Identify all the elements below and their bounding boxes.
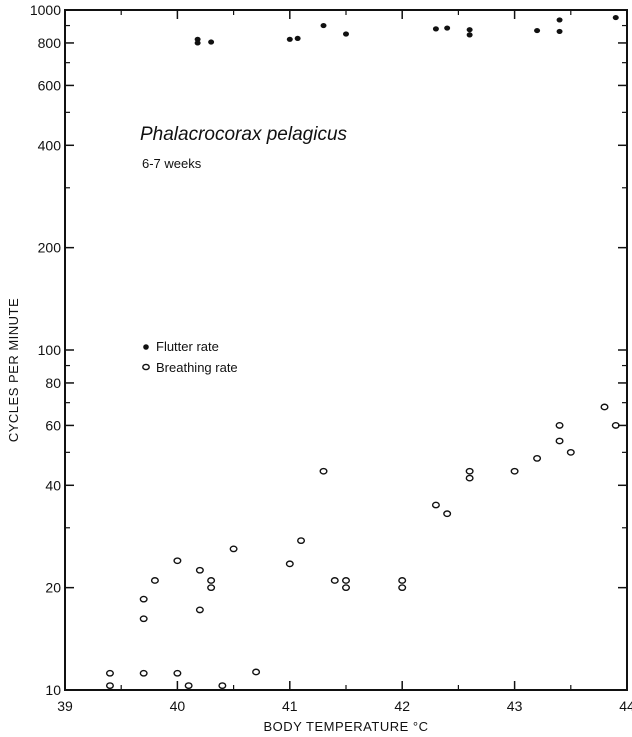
x-tick-label: 41 [282,698,298,714]
y-tick-label: 200 [38,240,62,256]
breathing-rate-point [566,448,575,456]
y-tick-label: 400 [38,137,62,153]
breathing-rate-point [207,577,216,584]
breathing-rate-point [465,467,474,475]
y-tick-label: 80 [45,375,61,391]
y-tick-labels: 10 20 40 60 80 100 200 400 600 800 1000 [30,2,61,698]
breathing-rate-point [510,467,519,475]
breathing-rate-point [398,584,407,592]
x-tick-label: 43 [507,698,523,714]
breathing-rate-point [319,467,328,475]
breathing-rate-point [342,577,351,584]
breathing-rate-point [611,422,620,429]
breathing-rate-point [330,577,339,584]
y-tick-label: 1000 [30,2,61,18]
legend: Flutter rate Breathing rate [142,339,238,375]
breathing-rate-point [342,584,351,592]
y-tick-label: 600 [38,77,62,93]
x-tick-label: 39 [57,698,73,714]
breathing-rate-point [139,595,148,603]
flutter-rate-point [556,28,563,35]
breathing-rate-point [398,577,407,584]
breathing-rate-point [252,668,261,676]
flutter-rate-point [466,32,473,38]
breathing-rate-point [173,669,182,677]
breathing-rate-point [443,510,452,518]
x-tick-label: 40 [170,698,186,714]
breathing-rate-point [431,501,440,509]
legend-marker-breathing [142,363,150,371]
breathing-rate-point [555,422,564,429]
y-tick-label: 40 [45,477,61,493]
y-tick-label: 60 [45,417,61,433]
breathing-rate-point [195,566,204,574]
flutter-rate-point [612,14,619,21]
x-axis-title: BODY TEMPERATURE °C [264,719,429,734]
chart-title: Phalacrocorax pelagicus [140,124,348,145]
breathing-rate-point [195,606,204,614]
y-tick-label: 100 [38,342,62,358]
breathing-rate-point [105,682,114,690]
breathing-rate-point [533,454,542,462]
breathing-rate-point [173,557,182,565]
breathing-rate-point [465,474,474,482]
x-tick-label: 44 [619,698,632,714]
chart-subtitle: 6-7 weeks [142,156,202,171]
flutter-rate-point [534,27,541,34]
flutter-rate-point [286,36,293,42]
y-axis-title: CYCLES PER MINUTE [6,298,21,442]
breathing-rate-point [150,577,159,584]
flutter-rate-point [343,31,349,37]
y-tick-label: 800 [38,35,62,51]
breathing-rate-point [184,682,193,690]
flutter-rate-point [194,36,201,42]
flutter-rate-point [194,40,201,46]
tick-marks [64,9,628,691]
breathing-rate-point [105,669,114,677]
breathing-rate-point [207,584,216,592]
flutter-rate-point [466,27,473,33]
flutter-rate-point [432,26,439,32]
breathing-rate-point [218,682,227,690]
flutter-rate-point [320,22,327,29]
flutter-rate-point [444,25,451,31]
breathing-rate-point [139,615,148,623]
breathing-rate-point [139,669,148,677]
legend-label-breathing: Breathing rate [156,360,238,375]
flutter-rate-point [208,39,215,45]
breathing-rate-point [297,537,306,545]
data-points [105,14,620,690]
plot-frame [64,9,628,691]
flutter-rate-point [556,17,563,23]
breathing-rate-point [285,560,294,568]
y-tick-label: 20 [45,580,61,596]
x-tick-labels: 39 40 41 42 43 44 [57,698,632,714]
breathing-rate-point [600,403,609,411]
legend-label-flutter: Flutter rate [156,339,219,354]
legend-marker-flutter [143,344,149,350]
breathing-rate-point [555,437,564,445]
y-tick-label: 10 [45,682,61,698]
breathing-rate-point [229,545,238,553]
flutter-rate-point [294,35,301,42]
x-tick-label: 42 [394,698,410,714]
